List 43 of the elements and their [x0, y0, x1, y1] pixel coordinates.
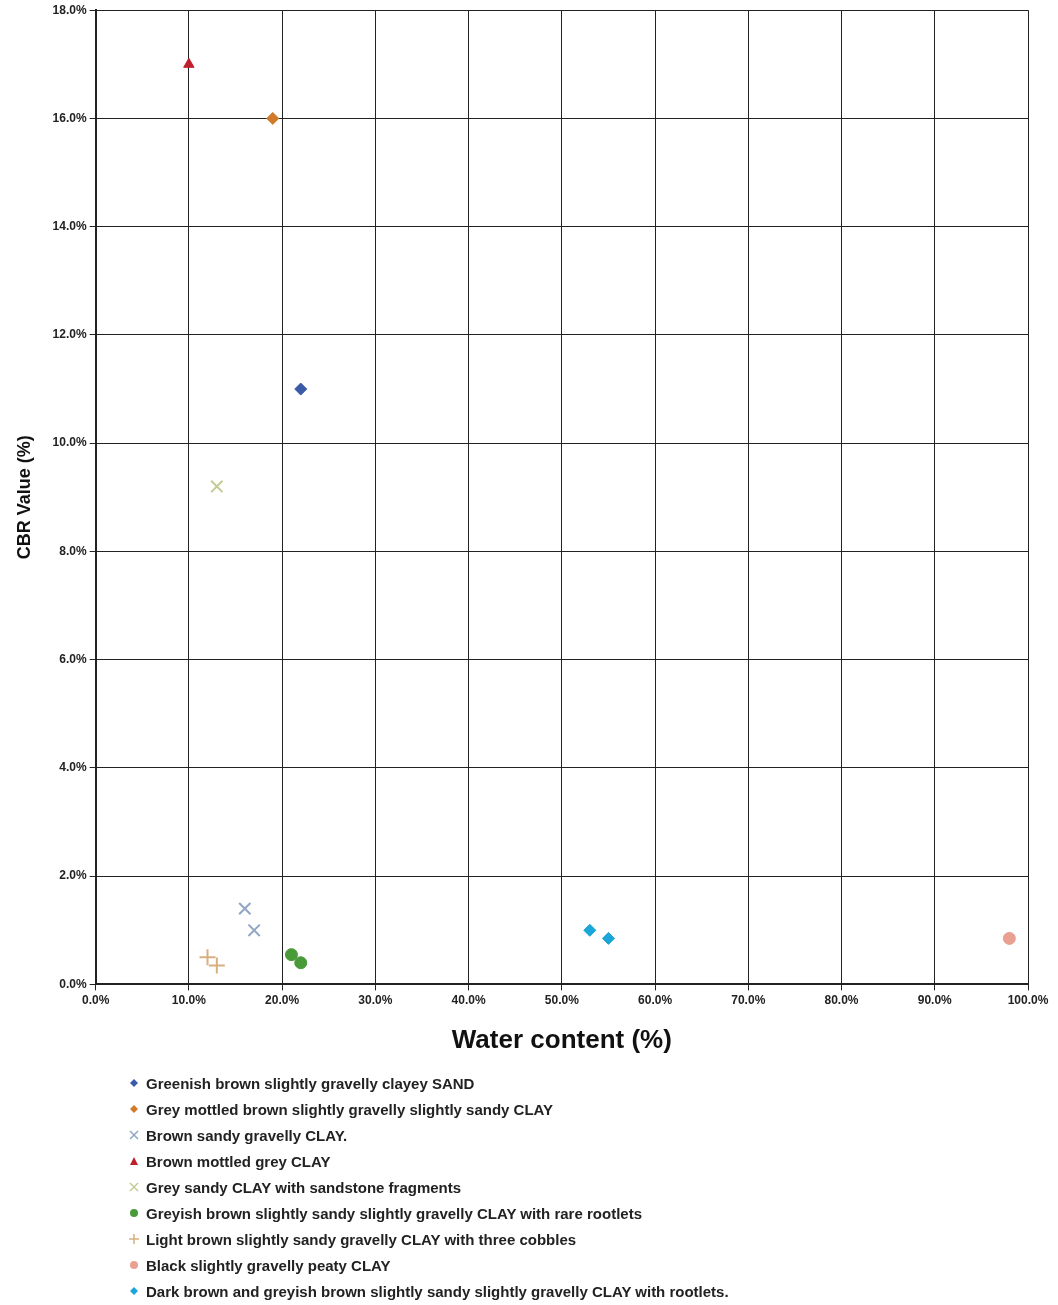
legend-label: Black slightly gravelly peaty CLAY: [146, 1256, 391, 1274]
point: [294, 956, 308, 970]
x-tick-label: 80.0%: [824, 992, 859, 1007]
legend-label: Brown sandy gravelly CLAY.: [146, 1126, 348, 1144]
y-tick-label: 0.0%: [59, 976, 87, 991]
x-tick-label: 60.0%: [638, 992, 673, 1007]
legend-label: Grey sandy CLAY with sandstone fragments: [146, 1178, 462, 1196]
point: [183, 57, 195, 68]
legend-label: Greyish brown slightly sandy slightly gravelly CLAY with rare rootlets: [146, 1204, 642, 1222]
legend-label: Brown mottled grey CLAY: [146, 1152, 331, 1170]
point: [238, 901, 252, 916]
y-tick-label: 14.0%: [52, 219, 87, 233]
y-tick-label: 2.0%: [59, 868, 87, 883]
point: [247, 923, 261, 937]
legend-label: Grey mottled brown slightly gravelly slightly sandy CLAY: [146, 1100, 554, 1118]
x-tick-label: 50.0%: [544, 992, 580, 1007]
y-axis-title: CBR Value (%): [13, 435, 34, 560]
point: [266, 111, 280, 125]
x-tick-label: 70.0%: [731, 992, 766, 1007]
y-tick-label: 6.0%: [59, 651, 87, 666]
point: [1002, 931, 1016, 945]
x-tick-label: 40.0%: [451, 992, 486, 1007]
x-tick-label: 30.0%: [358, 992, 393, 1007]
x-tick-label: 0.0%: [81, 992, 110, 1007]
legend-label: Greenish brown slightly gravelly clayey SAND: [146, 1074, 475, 1092]
y-tick-label: 16.0%: [52, 110, 87, 125]
point: [583, 923, 597, 937]
y-tick-label: 10.0%: [52, 435, 87, 450]
y-tick-label: 12.0%: [52, 327, 87, 342]
point: [601, 931, 615, 945]
x-axis-title: Water content (%): [451, 1023, 672, 1054]
point: [210, 479, 224, 494]
point: [294, 382, 308, 396]
x-tick-label: 20.0%: [265, 992, 300, 1007]
legend-label: Light brown slightly sandy gravelly CLAY with three cobbles: [146, 1230, 577, 1248]
x-tick-label: 10.0%: [171, 992, 207, 1007]
y-tick-label: 18.0%: [52, 2, 87, 17]
legend-label: Dark brown and greyish brown slightly sandy slightly gravelly CLAY with rootlets.: [146, 1282, 729, 1300]
x-tick-label: 100.0%: [1007, 992, 1049, 1007]
y-tick-label: 8.0%: [59, 543, 87, 558]
x-tick-label: 90.0%: [917, 992, 953, 1007]
point: [284, 948, 298, 962]
y-tick-label: 4.0%: [59, 760, 87, 775]
